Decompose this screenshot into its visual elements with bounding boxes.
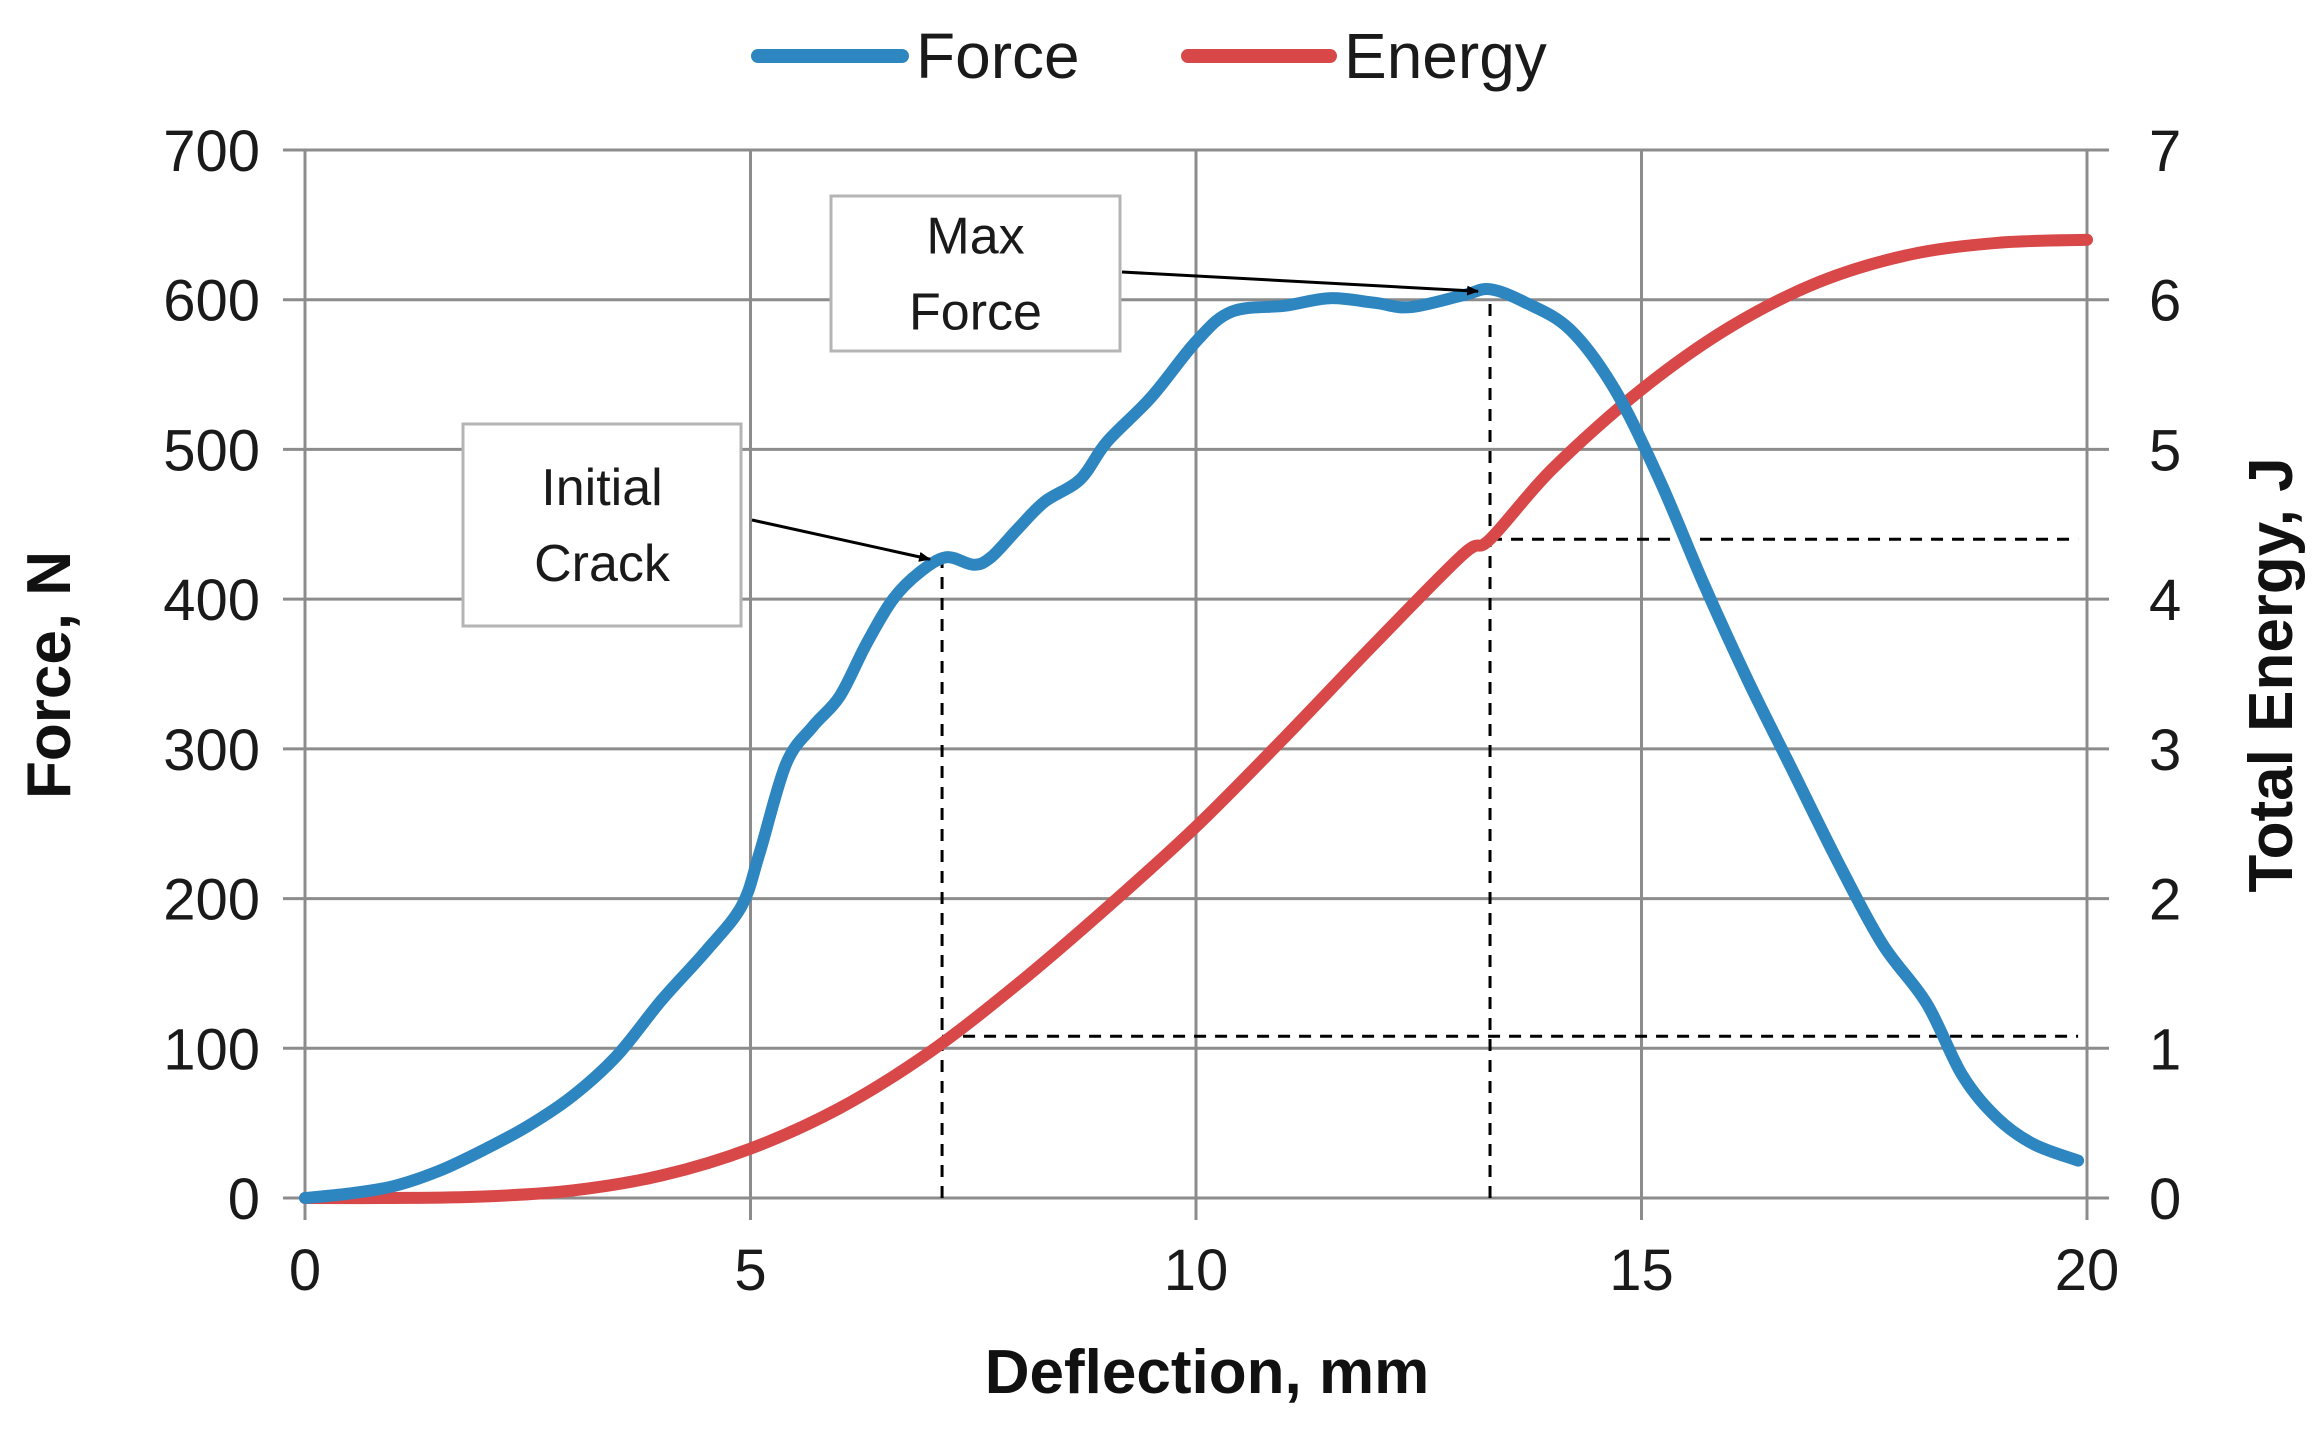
y2-tick-label: 4 <box>2149 568 2181 633</box>
y2-tick-label: 7 <box>2149 119 2181 184</box>
y2-tick-label: 0 <box>2149 1167 2181 1232</box>
reference-lines <box>940 289 2079 1198</box>
x-tick-label: 15 <box>1609 1238 1674 1303</box>
y-tick-label: 700 <box>163 119 260 184</box>
y2-tick-label: 2 <box>2149 868 2181 933</box>
x-tick-label: 0 <box>289 1238 321 1303</box>
x-tick-label: 5 <box>734 1238 766 1303</box>
y2-axis-title: Total Energy, J <box>2237 457 2306 892</box>
x-tick-label: 10 <box>1164 1238 1229 1303</box>
annotations: Initial Crack Max Force <box>461 194 1480 628</box>
axes <box>303 150 2089 1200</box>
max-force-arrow <box>1121 270 1480 296</box>
y2-tick-label: 6 <box>2149 269 2181 334</box>
series-line-force <box>299 283 2085 1204</box>
series <box>299 233 2093 1205</box>
legend-energy-label: Energy <box>1344 20 1547 92</box>
tick-labels: 0 100 200 300 400 500 600 700 0 1 2 3 4 5 6 7 0 5 10 15 20 <box>163 119 2181 1303</box>
y-tick-label: 400 <box>163 568 260 633</box>
y-tick-label: 0 <box>228 1167 260 1232</box>
initial-crack-label: Crack <box>534 535 671 593</box>
series-line-energy <box>299 233 2093 1205</box>
y2-tick-label: 5 <box>2149 418 2181 483</box>
max-force-label: Max <box>926 208 1024 266</box>
y-tick-label: 100 <box>163 1017 260 1082</box>
max-force-box <box>829 194 1122 353</box>
initial-crack-box <box>461 422 743 628</box>
gridlines <box>283 148 2109 1220</box>
y-tick-label: 500 <box>163 418 260 483</box>
x-tick-label: 20 <box>2055 1238 2120 1303</box>
initial-crack-label: Initial <box>541 459 662 517</box>
legend-force-label: Force <box>916 20 1080 92</box>
y-tick-label: 200 <box>163 868 260 933</box>
initial-crack-arrow <box>751 518 932 562</box>
y2-tick-label: 3 <box>2149 718 2181 783</box>
y2-tick-label: 1 <box>2149 1017 2181 1082</box>
max-force-label: Force <box>909 284 1042 342</box>
y-tick-label: 300 <box>163 718 260 783</box>
y-tick-label: 600 <box>163 269 260 334</box>
legend: Force Energy <box>751 20 1547 92</box>
y-axis-title: Force, N <box>15 551 84 799</box>
x-axis-title: Deflection, mm <box>985 1338 1429 1407</box>
